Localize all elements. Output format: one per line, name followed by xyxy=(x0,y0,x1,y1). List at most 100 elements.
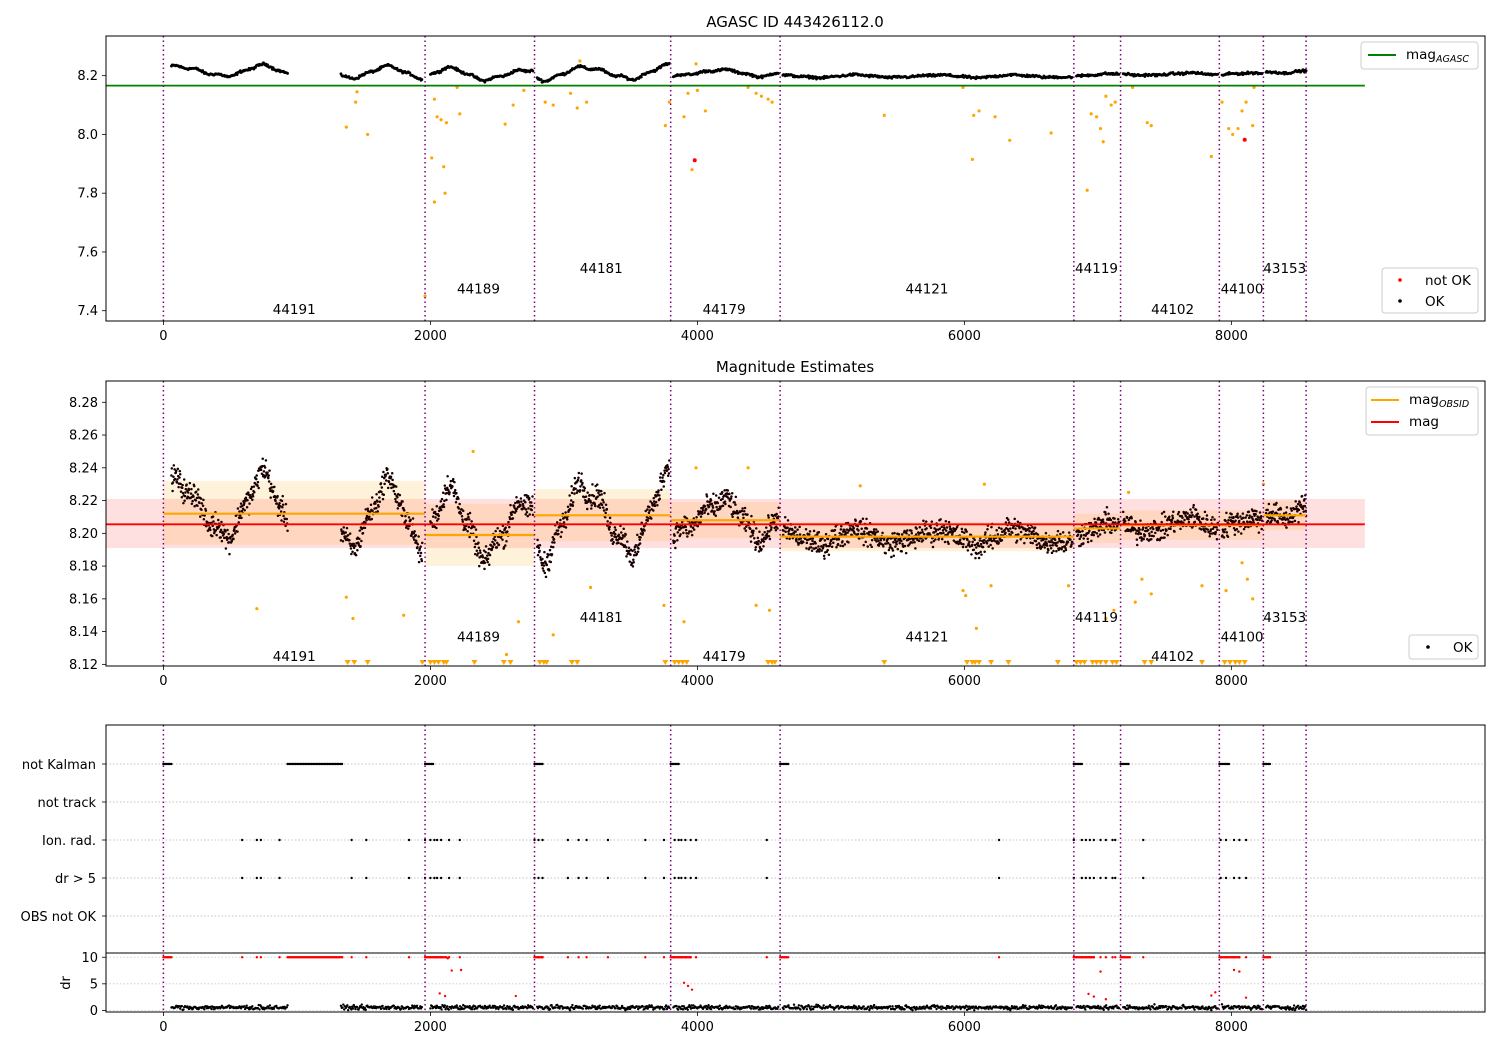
ok-point xyxy=(776,72,780,75)
ok-point xyxy=(1245,514,1249,517)
ok-point xyxy=(174,469,178,473)
ok-point xyxy=(349,547,353,550)
dr-point xyxy=(581,1007,585,1010)
ok-point xyxy=(653,504,657,508)
dr-point xyxy=(548,1007,552,1011)
ok-point xyxy=(247,491,250,494)
not-kalman-point xyxy=(340,762,344,766)
ok-point xyxy=(1016,520,1020,524)
dr-point xyxy=(429,1007,432,1010)
ok-point xyxy=(419,545,422,548)
ok-point xyxy=(192,484,196,488)
ok-point xyxy=(363,526,367,530)
y-tick-label: 8.24 xyxy=(69,461,98,476)
ok-point xyxy=(1140,539,1143,542)
ok-point xyxy=(1067,531,1071,534)
ok-point xyxy=(1244,516,1247,519)
outlier-point xyxy=(1008,138,1012,142)
ok-point xyxy=(1203,510,1207,514)
ok-point xyxy=(866,545,869,548)
ion-rad-point xyxy=(447,838,451,842)
ok-point xyxy=(243,508,246,512)
ok-point xyxy=(943,540,947,544)
ok-point xyxy=(659,472,663,475)
obsid-label: 44179 xyxy=(703,649,746,665)
outlier-point xyxy=(1149,124,1153,128)
ok-point xyxy=(442,505,446,509)
ok-point xyxy=(743,527,746,530)
ion-rad-point xyxy=(1080,838,1084,842)
ok-point xyxy=(396,496,399,499)
ok-point xyxy=(625,555,628,558)
ok-point xyxy=(1066,540,1070,544)
ok-point xyxy=(1172,510,1175,514)
ok-point xyxy=(894,545,897,548)
ok-point xyxy=(402,509,406,512)
ok-point xyxy=(573,476,577,480)
ok-point xyxy=(376,500,379,503)
ok-point xyxy=(233,532,237,535)
ion-rad-point xyxy=(1072,838,1076,842)
ok-point xyxy=(196,504,199,508)
dr-gt5-point xyxy=(1099,876,1102,880)
not-kalman-point xyxy=(677,762,680,766)
ok-point xyxy=(862,543,865,547)
ok-point xyxy=(486,557,490,561)
obsid-label: 44119 xyxy=(1075,610,1118,626)
ok-point xyxy=(703,511,706,514)
ok-point xyxy=(1146,528,1150,532)
ok-point xyxy=(1214,530,1217,534)
ion-rad-point xyxy=(1142,838,1145,842)
ok-point xyxy=(394,497,397,501)
ok-point xyxy=(559,518,562,522)
ok-point xyxy=(400,514,404,518)
not-kalman-point xyxy=(541,762,544,766)
ion-rad-point xyxy=(433,838,436,842)
ok-point xyxy=(839,544,842,547)
ok-point xyxy=(654,500,658,504)
ok-point xyxy=(1237,519,1241,523)
ok-point xyxy=(965,530,968,533)
ion-rad-point xyxy=(240,838,244,842)
ok-point xyxy=(639,536,642,539)
outlier-point xyxy=(551,103,555,107)
not-kalman-point xyxy=(1268,762,1272,766)
ok-point xyxy=(975,546,978,549)
ok-point xyxy=(416,542,420,546)
dr-gt5-point xyxy=(541,876,544,880)
dr-point xyxy=(415,1004,419,1008)
ok-point xyxy=(1057,537,1061,541)
ok-point xyxy=(856,532,860,536)
ok-point xyxy=(636,550,640,553)
ok-point xyxy=(396,507,400,510)
x-tick-label: 6000 xyxy=(948,329,981,344)
ok-point xyxy=(1230,512,1233,516)
ok-point xyxy=(601,498,605,502)
ok-point xyxy=(720,490,724,494)
ok-point xyxy=(220,539,224,543)
ok-point xyxy=(622,527,625,530)
ok-point xyxy=(1213,518,1216,521)
ok-point xyxy=(705,495,709,498)
ok-point xyxy=(431,508,434,511)
ok-point xyxy=(973,538,976,542)
ok-point xyxy=(212,520,215,523)
ok-point xyxy=(921,539,925,542)
ok-point xyxy=(985,542,989,545)
ok-point xyxy=(590,507,593,510)
ok-point xyxy=(389,475,393,478)
ion-rad-point xyxy=(1084,838,1088,842)
ok-point xyxy=(577,471,581,475)
dr-gt5-point xyxy=(673,876,676,880)
ok-point xyxy=(276,494,279,498)
ok-point xyxy=(1152,534,1155,538)
ok-point xyxy=(549,560,553,564)
ok-point xyxy=(573,492,576,495)
ok-point xyxy=(748,527,752,531)
ok-point xyxy=(391,478,394,482)
ok-point xyxy=(387,480,391,484)
ok-point xyxy=(760,547,763,551)
obsid-label: 44121 xyxy=(906,282,949,298)
ok-point xyxy=(1234,519,1237,523)
ok-point xyxy=(716,501,720,505)
